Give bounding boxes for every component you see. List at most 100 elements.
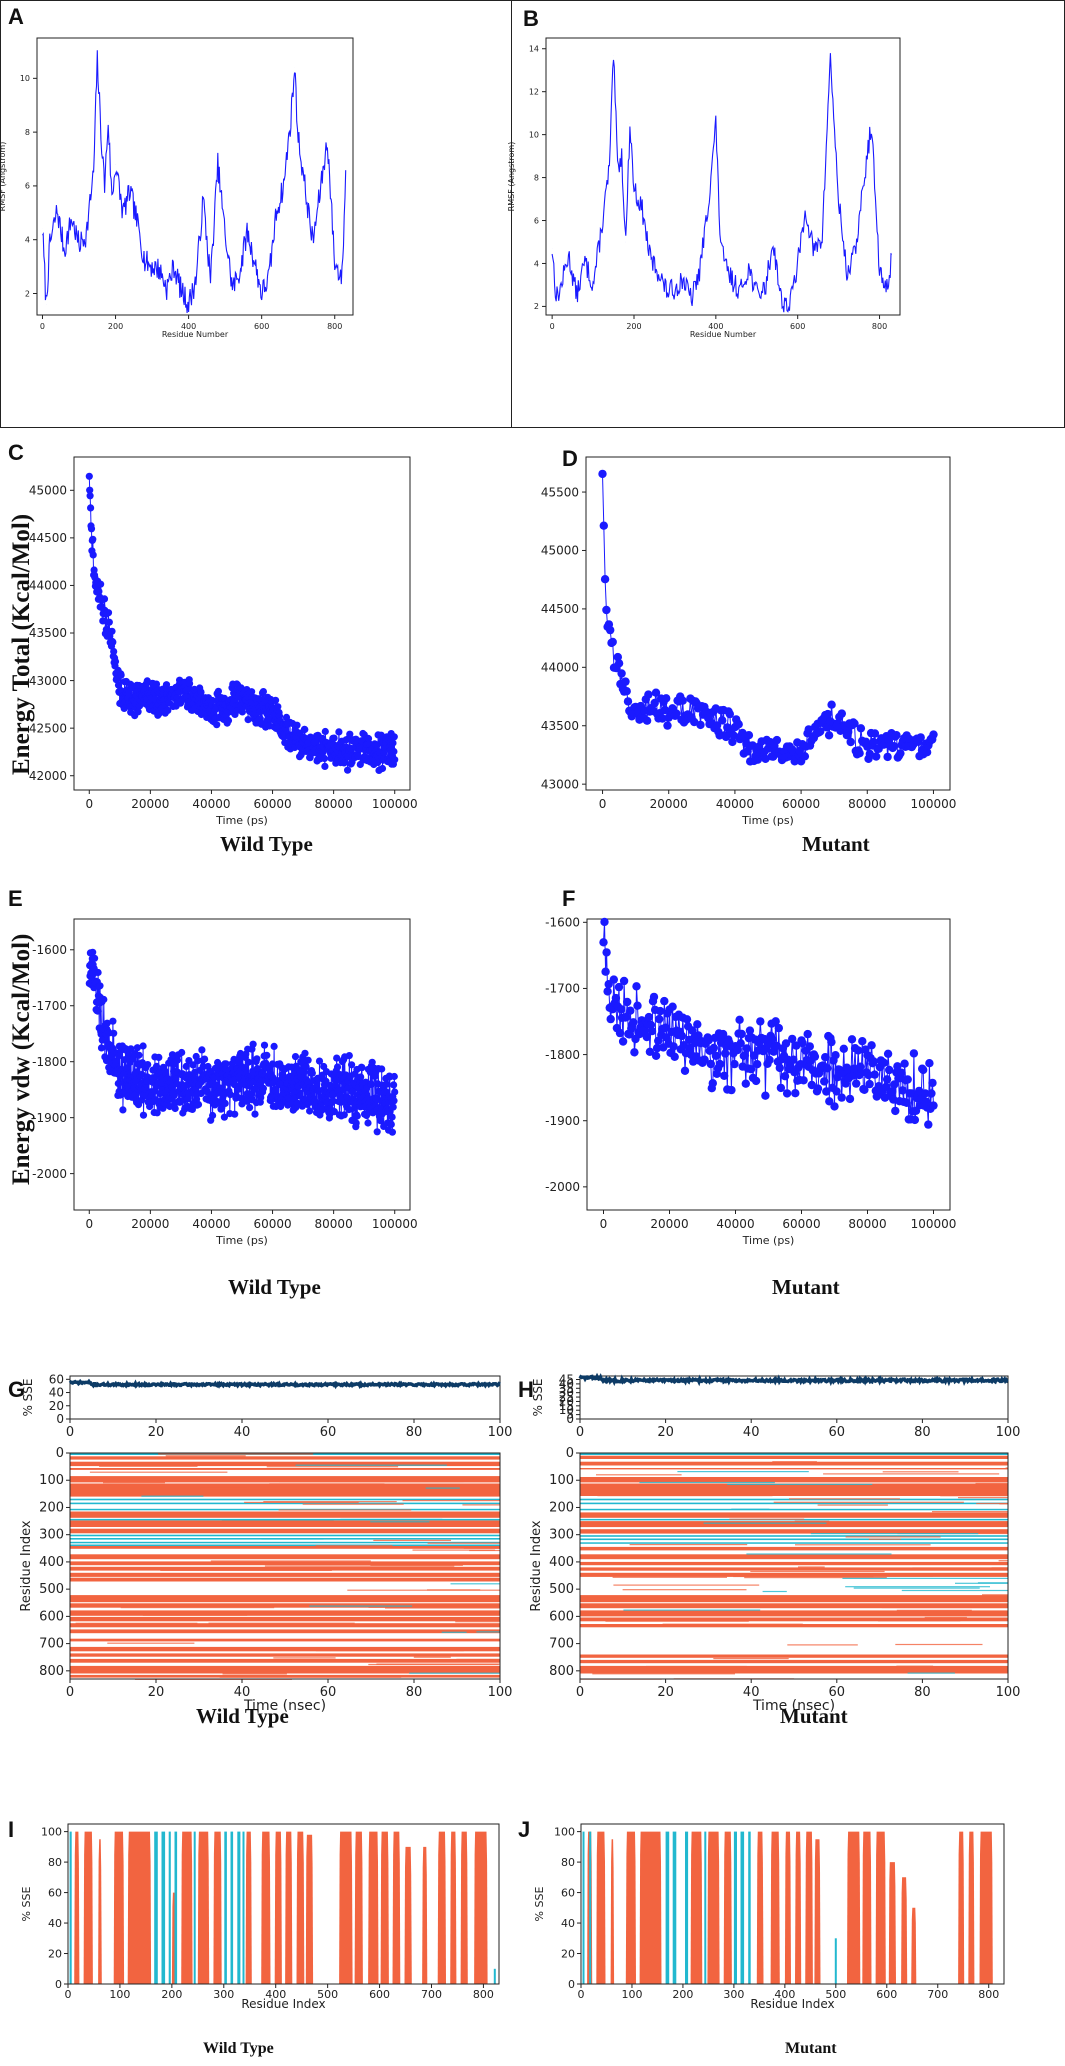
energy-data-point <box>186 679 194 688</box>
energy-data-point <box>761 1091 770 1100</box>
energy-data-point <box>390 1081 398 1089</box>
helix-band <box>70 1658 500 1663</box>
sse-speckle <box>103 1482 165 1484</box>
energy-data-point <box>919 1065 928 1075</box>
sse-speckle <box>89 1471 228 1473</box>
x-tick-label: 80000 <box>315 797 353 811</box>
energy-data-point <box>164 706 172 714</box>
sse-speckle <box>592 1673 735 1675</box>
energy-data-point <box>378 764 387 773</box>
x-tick-label: 60000 <box>782 1217 820 1231</box>
y-tick-label: 15 <box>559 1399 574 1413</box>
helix-area <box>690 1831 703 1984</box>
energy-data-point <box>246 1104 254 1112</box>
sse-speckle <box>789 1498 900 1500</box>
sse-speckle <box>295 1464 447 1466</box>
sse-speckle <box>368 1663 499 1666</box>
x-tick-label: 100000 <box>372 797 418 811</box>
y-tick-label: 43500 <box>541 719 579 733</box>
energy-data-point <box>626 1006 635 1015</box>
energy-data-point <box>90 566 98 574</box>
energy-data-point <box>619 976 629 986</box>
energy-data-point <box>182 1062 190 1070</box>
energy-data-point <box>114 1079 122 1088</box>
energy-data-point <box>198 1046 206 1054</box>
energy-data-point <box>771 1017 780 1026</box>
energy-markers <box>598 469 938 766</box>
energy-data-point <box>248 688 256 696</box>
sse-speckle <box>762 1590 787 1593</box>
panel-label-j: J <box>518 1817 531 1842</box>
energy-data-point <box>621 677 630 686</box>
energy-data-point <box>824 731 834 740</box>
helix-area <box>74 1831 80 1984</box>
energy-data-point <box>855 749 864 758</box>
energy-data-point <box>644 1012 654 1022</box>
sse-speckle <box>373 1539 451 1541</box>
sse-speckle <box>596 1457 706 1459</box>
sse-top-frame <box>69 1375 501 1420</box>
x-tick-label: 0 <box>576 1685 584 1700</box>
energy-data-point <box>110 647 118 656</box>
energy-data-point <box>827 1037 836 1047</box>
sse-speckle <box>923 1488 1008 1490</box>
strand-bar <box>665 1831 670 1984</box>
energy-data-point <box>194 1100 203 1109</box>
energy-data-point <box>335 728 343 736</box>
caption-d-mutant: Mutant <box>802 832 870 856</box>
energy-data-point <box>885 1065 894 1075</box>
panel-label-c: C <box>8 440 24 465</box>
x-tick-label: 20000 <box>650 1217 688 1231</box>
sse-speckle <box>120 1607 275 1609</box>
sse-speckle <box>998 1521 1008 1523</box>
helix-band <box>70 1561 500 1566</box>
helix-area <box>392 1831 401 1984</box>
y-tick-label: 0 <box>568 1978 575 1991</box>
sse-speckle <box>703 1670 885 1673</box>
energy-data-point <box>138 1059 146 1067</box>
energy-data-point <box>301 1049 309 1057</box>
sse-speckle <box>141 1495 204 1497</box>
energy-data-point <box>333 1054 341 1062</box>
strand-band <box>580 1498 1008 1501</box>
sse-speckle <box>142 1614 248 1616</box>
energy-data-point <box>693 1020 702 1029</box>
sse-fraction-line <box>578 1372 1009 1387</box>
y-tick-label: 45000 <box>541 544 579 558</box>
sse-speckle <box>798 1566 825 1568</box>
energy-data-point <box>89 535 97 543</box>
sse-speckle <box>878 1620 961 1622</box>
x-tick-label: 60000 <box>782 797 820 811</box>
energy-data-point <box>879 1058 889 1067</box>
sse-speckle <box>823 1473 1000 1475</box>
energy-data-point <box>95 587 103 595</box>
helix-area <box>305 1834 314 1984</box>
sse-speckle <box>284 1456 397 1458</box>
energy-data-point <box>170 1091 178 1099</box>
helix-band <box>580 1654 1008 1658</box>
y-tick-label: -1700 <box>32 999 67 1013</box>
energy-data-point <box>629 1018 638 1027</box>
energy-data-point <box>189 1061 197 1069</box>
sse-speckle <box>896 1609 972 1611</box>
sse-heatmap-frame <box>579 1452 1009 1680</box>
energy-data-point <box>816 727 825 736</box>
energy-data-point <box>162 681 171 689</box>
y-tick-label: 40 <box>48 1917 62 1930</box>
helix-area <box>474 1831 488 1984</box>
energy-data-point <box>155 1053 163 1061</box>
helix-area <box>197 1831 210 1984</box>
helix-area <box>847 1831 861 1984</box>
energy-data-point <box>237 684 245 692</box>
energy-data-point <box>226 1091 234 1099</box>
sse-speckle <box>243 1624 424 1626</box>
energy-data-point <box>830 1102 839 1111</box>
x-tick-label: 20 <box>657 1685 674 1700</box>
strand-bar <box>174 1831 178 1984</box>
energy-data-point <box>633 1001 642 1010</box>
x-tick-label: 40000 <box>192 1217 230 1231</box>
x-tick-label: 100 <box>996 1685 1021 1700</box>
y-tick-label: 43000 <box>541 777 579 791</box>
sse-speckle <box>612 1576 727 1578</box>
helix-band <box>580 1546 1008 1551</box>
